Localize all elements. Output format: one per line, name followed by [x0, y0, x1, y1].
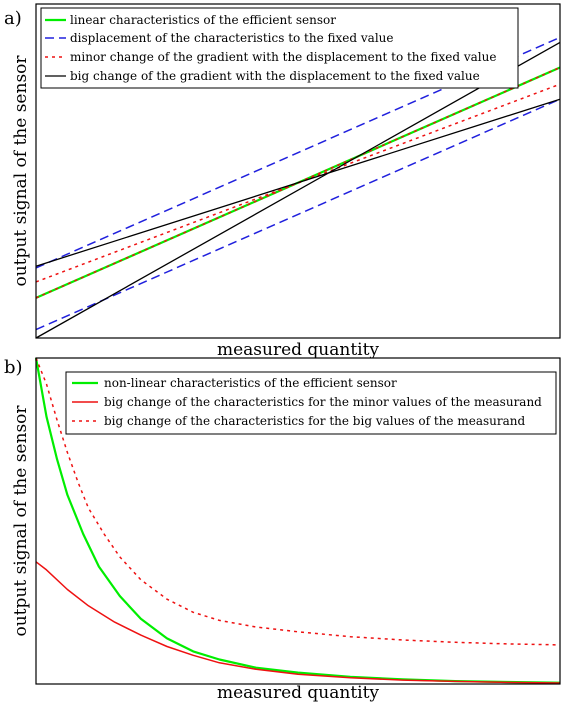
panel-a-legend-label-2: displacement of the characteristics to t… [70, 31, 394, 45]
panel-b-legend-label-3: big change of the characteristics for th… [104, 414, 525, 428]
panel-b-legend-samples [72, 381, 98, 422]
panel-b-y-axis-title: output signal of the sensor [11, 405, 31, 637]
panel-b-x-axis-title: measured quantity [217, 683, 379, 702]
panel-a-x-axis-title: measured quantity [217, 340, 379, 360]
panel-a-series-3-line-2 [35, 66, 561, 299]
panel-b: b) non-linear characteristics of the eff… [4, 357, 561, 702]
panel-a-series-lines [35, 36, 561, 339]
panel-b-legend-box [65, 371, 557, 435]
panel-b-series-2-line-1 [35, 561, 561, 684]
panel-b-label: b) [4, 357, 23, 378]
panel-b-legend-label-1: non-linear characteristics of the effici… [104, 376, 397, 390]
panel-a-legend: linear characteristics of the efficient … [40, 7, 519, 89]
panel-b-legend: non-linear characteristics of the effici… [65, 371, 557, 435]
panel-a-legend-samples [45, 18, 66, 77]
panel-a-legend-label-4: big change of the gradient with the disp… [70, 69, 480, 83]
panel-a-series-4-line-2 [35, 98, 561, 267]
panel-a-legend-label-1: linear characteristics of the efficient … [70, 13, 336, 27]
panel-a-series-2-line-2 [35, 98, 561, 331]
panel-a-y-axis-title: output signal of the sensor [11, 55, 31, 287]
panel-a-legend-label-3: minor change of the gradient with the di… [70, 50, 496, 64]
panel-b-legend-label-2: big change of the characteristics for th… [104, 395, 542, 409]
panel-a-plot-frame [35, 3, 561, 339]
panel-a: a) linear characteristics of the efficie… [4, 3, 561, 360]
panel-a-label: a) [4, 8, 22, 29]
panel-b-plot-frame [35, 357, 561, 685]
panel-a-series-4-line-1 [35, 41, 561, 339]
panel-a-legend-box [40, 7, 519, 89]
panel-b-series-3-line-1 [35, 357, 561, 646]
panel-b-series-lines [34, 357, 561, 684]
